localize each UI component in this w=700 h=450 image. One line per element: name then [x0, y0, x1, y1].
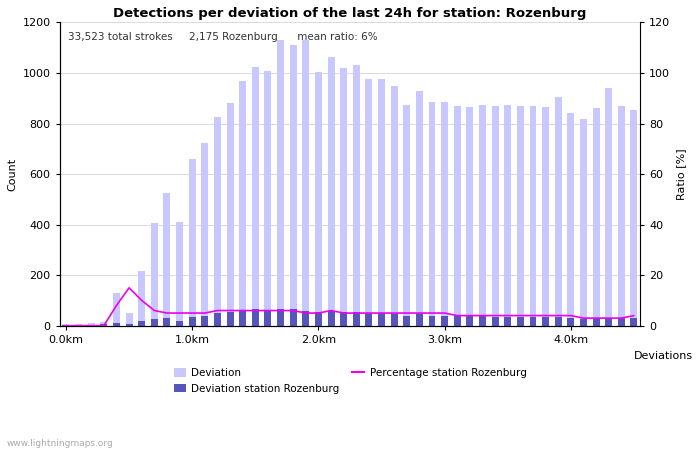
Bar [290, 45, 297, 326]
Bar [265, 310, 272, 326]
Bar [454, 106, 461, 326]
Bar [328, 57, 335, 326]
Bar [403, 315, 410, 326]
Bar [416, 314, 423, 326]
Bar [252, 67, 259, 326]
Bar [340, 312, 347, 326]
Bar [479, 104, 486, 326]
Bar [416, 91, 423, 326]
Bar [529, 106, 536, 326]
Title: Detections per deviation of the last 24h for station: Rozenburg: Detections per deviation of the last 24h… [113, 7, 587, 20]
Bar [125, 313, 132, 326]
Bar [315, 312, 322, 326]
Bar [353, 312, 360, 326]
Bar [529, 317, 536, 326]
Bar [504, 104, 511, 326]
Bar [618, 106, 625, 326]
Bar [75, 325, 82, 326]
Bar [214, 313, 221, 326]
Bar [466, 316, 473, 326]
Bar [568, 318, 574, 326]
Bar [125, 324, 132, 326]
Bar [580, 319, 587, 326]
Bar [302, 40, 309, 326]
Bar [365, 79, 372, 326]
Legend: Deviation, Deviation station Rozenburg, Percentage station Rozenburg: Deviation, Deviation station Rozenburg, … [169, 364, 531, 398]
Bar [353, 65, 360, 326]
Bar [365, 313, 372, 326]
Bar [568, 113, 574, 326]
Bar [150, 320, 158, 326]
Bar [302, 310, 309, 326]
Bar [580, 118, 587, 326]
Bar [542, 317, 549, 326]
Bar [491, 317, 498, 326]
Text: 33,523 total strokes     2,175 Rozenburg      mean ratio: 6%: 33,523 total strokes 2,175 Rozenburg mea… [69, 32, 378, 41]
Bar [340, 68, 347, 326]
Y-axis label: Ratio [%]: Ratio [%] [676, 148, 686, 200]
Bar [593, 318, 600, 326]
Bar [239, 310, 246, 326]
Bar [100, 322, 107, 326]
Bar [277, 40, 284, 326]
Bar [328, 310, 335, 326]
Bar [227, 104, 234, 326]
Bar [631, 110, 638, 326]
Bar [202, 315, 209, 326]
Bar [542, 107, 549, 326]
Y-axis label: Count: Count [7, 158, 17, 191]
Bar [277, 309, 284, 326]
Bar [290, 309, 297, 326]
Bar [189, 317, 196, 326]
Bar [265, 71, 272, 326]
Bar [202, 143, 209, 326]
Bar [75, 324, 82, 326]
Bar [466, 107, 473, 326]
Bar [227, 312, 234, 326]
Bar [176, 321, 183, 326]
Bar [517, 106, 524, 326]
Bar [164, 193, 170, 326]
Bar [62, 325, 69, 326]
Bar [428, 102, 435, 326]
Bar [441, 315, 448, 326]
Bar [631, 318, 638, 326]
Bar [618, 318, 625, 326]
Bar [176, 222, 183, 326]
Bar [428, 315, 435, 326]
Bar [164, 318, 170, 326]
Bar [100, 324, 107, 326]
Bar [138, 271, 145, 326]
Bar [403, 104, 410, 326]
Bar [214, 117, 221, 326]
Bar [113, 323, 120, 326]
Bar [479, 316, 486, 326]
Bar [555, 317, 561, 326]
Bar [491, 106, 498, 326]
Bar [189, 159, 196, 326]
Bar [88, 323, 94, 326]
Bar [606, 88, 612, 326]
Bar [62, 324, 69, 326]
Bar [88, 325, 94, 326]
Bar [606, 318, 612, 326]
Bar [113, 293, 120, 326]
Text: www.lightningmaps.org: www.lightningmaps.org [7, 439, 113, 448]
Bar [391, 314, 398, 326]
Bar [555, 97, 561, 326]
Bar [150, 223, 158, 326]
Text: Deviations: Deviations [634, 351, 693, 361]
Bar [454, 316, 461, 326]
Bar [441, 102, 448, 326]
Bar [391, 86, 398, 326]
Bar [593, 108, 600, 326]
Bar [239, 81, 246, 326]
Bar [315, 72, 322, 326]
Bar [378, 79, 385, 326]
Bar [504, 317, 511, 326]
Bar [138, 321, 145, 326]
Bar [378, 313, 385, 326]
Bar [517, 317, 524, 326]
Bar [252, 309, 259, 326]
